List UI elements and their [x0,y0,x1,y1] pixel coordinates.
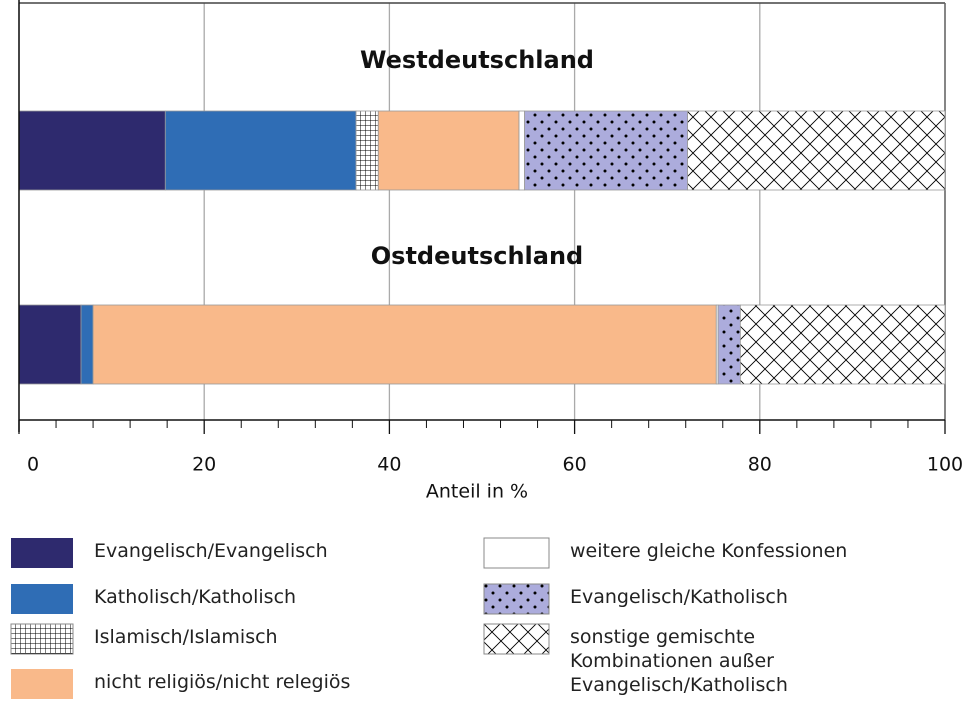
legend-swatch [483,537,550,569]
legend-swatch [483,623,550,655]
bar-segment [717,304,741,385]
bar-segment [18,304,82,385]
legend-label: sonstige gemischte Kombinationen außer E… [570,626,788,696]
bar-segment [80,304,94,385]
legend-item: Evangelisch/Katholisch [483,583,788,615]
bar-segment [739,304,946,385]
legend-swatch-box [10,623,74,655]
legend-swatch-box [11,669,73,699]
bar-segment [164,110,357,191]
x-tick-label: 0 [27,454,39,476]
legend-item: Evangelisch/Evangelisch [10,537,328,569]
legend-swatch-box [483,537,550,569]
legend-item: Katholisch/Katholisch [10,583,296,615]
legend-swatch [11,669,73,699]
x-tick-label: 80 [748,454,772,476]
legend-item: nicht religiös/nicht relegiös [10,668,350,700]
bar-segment [687,110,946,191]
legend-item: weitere gleiche Konfessionen [483,537,847,569]
legend-label: Evangelisch/Evangelisch [94,540,328,562]
legend-label: Katholisch/Katholisch [94,586,297,608]
bar-segment [524,110,688,191]
legend-swatch [10,623,74,655]
legend-swatch [483,583,550,615]
bar-segment [92,304,717,385]
category-label: Westdeutschland [360,46,594,74]
legend-swatch-box [483,583,550,615]
legend-swatch-box [11,584,73,614]
x-tick-label: 100 [927,454,963,476]
bar-segment [377,110,520,191]
legend-swatch-box [483,623,550,655]
chart: Westdeutschland Ostdeutschland 0 20 40 60 80 1… [18,0,963,503]
x-tick-label: 40 [377,454,401,476]
legend-item: Islamisch/Islamisch [10,623,278,655]
legend-label: Evangelisch/Katholisch [570,586,788,608]
x-tick-label: 60 [563,454,587,476]
x-axis-label: Anteil in % [426,481,528,503]
legend-swatch [11,584,73,614]
legend-label: weitere gleiche Konfessionen [570,540,848,562]
legend-swatch [11,538,73,568]
legend-swatch-box [11,538,73,568]
bar-segment [18,110,166,191]
bar-segment [355,110,379,191]
legend-label: Islamisch/Islamisch [94,626,278,648]
legend-label: nicht religiös/nicht relegiös [94,671,351,693]
legend-item: sonstige gemischte Kombinationen außer E… [483,623,820,697]
x-tick-label: 20 [192,454,216,476]
category-label: Ostdeutschland [371,242,583,270]
bar-segment [518,110,525,191]
